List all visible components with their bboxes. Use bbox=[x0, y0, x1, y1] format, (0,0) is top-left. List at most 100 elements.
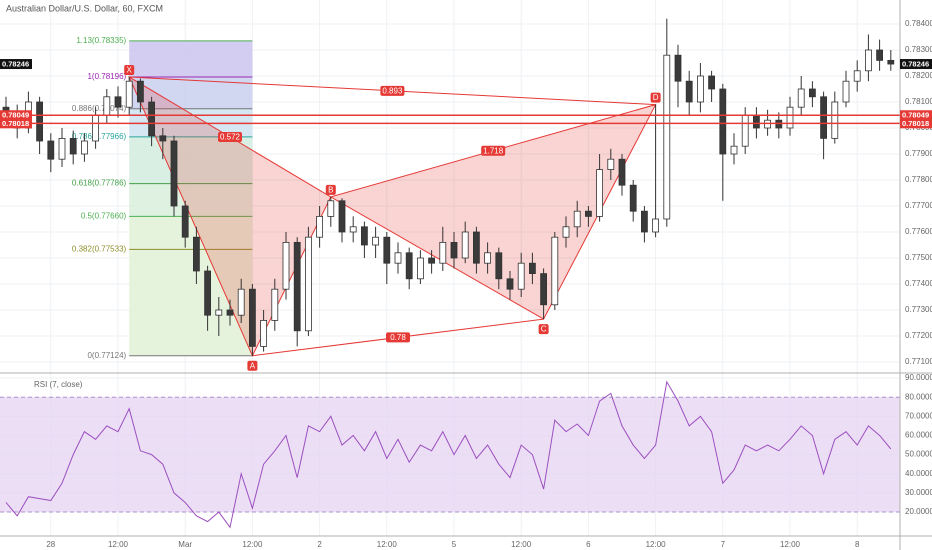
level-tag bbox=[900, 118, 932, 129]
candle-body bbox=[797, 88, 805, 108]
point-box bbox=[650, 92, 661, 103]
ratio-label: 0.572 bbox=[220, 133, 241, 142]
fib-zone bbox=[129, 249, 253, 356]
x-tick-label: 12:00 bbox=[780, 540, 801, 549]
fib-label: 0.786(0.77966) bbox=[72, 132, 127, 141]
ratio-box bbox=[481, 145, 506, 156]
level-tag-label: 0.78018 bbox=[2, 119, 29, 128]
candle-body bbox=[405, 252, 413, 280]
fib-label: 0.618(0.77786) bbox=[72, 179, 127, 188]
y-tick-label: 0.78100 bbox=[905, 97, 932, 106]
point-label: X bbox=[127, 66, 133, 75]
candle-body bbox=[831, 101, 839, 139]
candle-body bbox=[103, 96, 111, 116]
candle-body bbox=[58, 137, 66, 160]
candle-body bbox=[764, 119, 771, 129]
rsi-tick-label: 30.0000 bbox=[905, 488, 932, 497]
candle-body bbox=[809, 88, 816, 98]
candle-body bbox=[472, 231, 480, 264]
x-tick-label: 12:00 bbox=[108, 540, 129, 549]
y-tick-label: 0.77400 bbox=[905, 279, 932, 288]
candle-body bbox=[338, 200, 346, 233]
candle-body bbox=[204, 270, 212, 316]
candle-body bbox=[226, 309, 234, 316]
rsi-tick-label: 60.0000 bbox=[905, 431, 932, 440]
rsi-tick-label: 70.0000 bbox=[905, 411, 932, 420]
axes: 0.77100 0.77200 0.77300 0.77400 0.77500 0.776… bbox=[0, 19, 932, 549]
x-tick-label: 7 bbox=[721, 540, 726, 549]
candle-body bbox=[730, 145, 738, 155]
rsi-title: RSI (7, close) bbox=[34, 380, 83, 389]
candle-body bbox=[428, 257, 436, 264]
candle-body bbox=[517, 262, 525, 290]
candle-body bbox=[719, 88, 727, 155]
x-tick-label: 2 bbox=[317, 540, 322, 549]
rsi-tick-label: 50.0000 bbox=[905, 450, 932, 459]
point-label: B bbox=[328, 186, 333, 195]
point-label: D bbox=[653, 93, 659, 102]
candle-body bbox=[159, 135, 167, 142]
candle-body bbox=[741, 114, 749, 147]
y-tick-label: 0.78200 bbox=[905, 71, 932, 80]
point-box bbox=[325, 184, 336, 195]
x-tick-label: 12:00 bbox=[646, 540, 667, 549]
price-pane: 1.13(0.78335) 1(0.78196) 0.886(0.78074) 0.7… bbox=[0, 18, 900, 371]
candle-body bbox=[81, 140, 88, 155]
candle-body bbox=[327, 200, 335, 217]
rsi-tick-label: 40.0000 bbox=[905, 469, 932, 478]
point-box bbox=[247, 360, 258, 371]
candle-body bbox=[136, 80, 144, 103]
candle-body bbox=[652, 218, 659, 233]
point-box bbox=[124, 65, 135, 76]
candle-body bbox=[484, 252, 492, 264]
ratio-box bbox=[380, 85, 405, 96]
candle-body bbox=[607, 158, 615, 170]
rsi-line bbox=[5, 380, 892, 529]
candle-body bbox=[685, 80, 693, 103]
candle-body bbox=[618, 158, 626, 186]
x-tick-label: Mar bbox=[178, 540, 192, 549]
candle-body bbox=[271, 288, 279, 321]
candle-body bbox=[674, 54, 682, 82]
point-label: A bbox=[250, 361, 256, 370]
ratio-label: 1.718 bbox=[483, 146, 504, 155]
fib-label: 0.5(0.77660) bbox=[81, 212, 127, 221]
candle-body bbox=[69, 137, 77, 155]
candle-body bbox=[596, 169, 603, 217]
candle-body bbox=[248, 288, 256, 347]
fib-label: 0.382(0.77533) bbox=[72, 245, 127, 254]
candle-body bbox=[237, 288, 245, 316]
fib-zone bbox=[129, 183, 253, 217]
fib-label: 0.886(0.78074) bbox=[72, 104, 127, 113]
x-tick-label: 28 bbox=[46, 540, 55, 549]
candle-body bbox=[495, 252, 503, 280]
candle-body bbox=[876, 49, 883, 61]
candle-body bbox=[293, 241, 301, 332]
y-tick-label: 0.77700 bbox=[905, 201, 932, 210]
fib-label: 1.13(0.78335) bbox=[76, 36, 126, 45]
last-price-tag bbox=[900, 59, 932, 70]
fib-zone bbox=[129, 136, 253, 184]
fib-zone bbox=[129, 40, 253, 78]
ratio-box bbox=[218, 131, 242, 142]
candle-body bbox=[562, 226, 570, 238]
candle-body bbox=[125, 80, 133, 108]
ratio-label: 0.893 bbox=[382, 86, 403, 95]
candle-body bbox=[865, 49, 872, 72]
x-tick-label: 8 bbox=[855, 540, 860, 549]
y-tick-label: 0.77200 bbox=[905, 331, 932, 340]
chart-title: Australian Dollar/U.S. Dollar, 60, FXCM bbox=[6, 3, 163, 13]
candle-body bbox=[663, 54, 671, 220]
y-tick-label: 0.78300 bbox=[905, 45, 932, 54]
candle-body bbox=[383, 236, 391, 264]
candle-body bbox=[260, 319, 268, 347]
candle-body bbox=[641, 210, 648, 233]
x-tick-label: 6 bbox=[586, 540, 591, 549]
y-tick-label: 0.77600 bbox=[905, 227, 932, 236]
candle-body bbox=[114, 96, 122, 108]
last-price-tag bbox=[0, 59, 32, 70]
rsi-band bbox=[0, 397, 900, 513]
candle-body bbox=[181, 205, 189, 238]
last-price-label: 0.78246 bbox=[902, 60, 929, 69]
point-box bbox=[538, 324, 549, 335]
